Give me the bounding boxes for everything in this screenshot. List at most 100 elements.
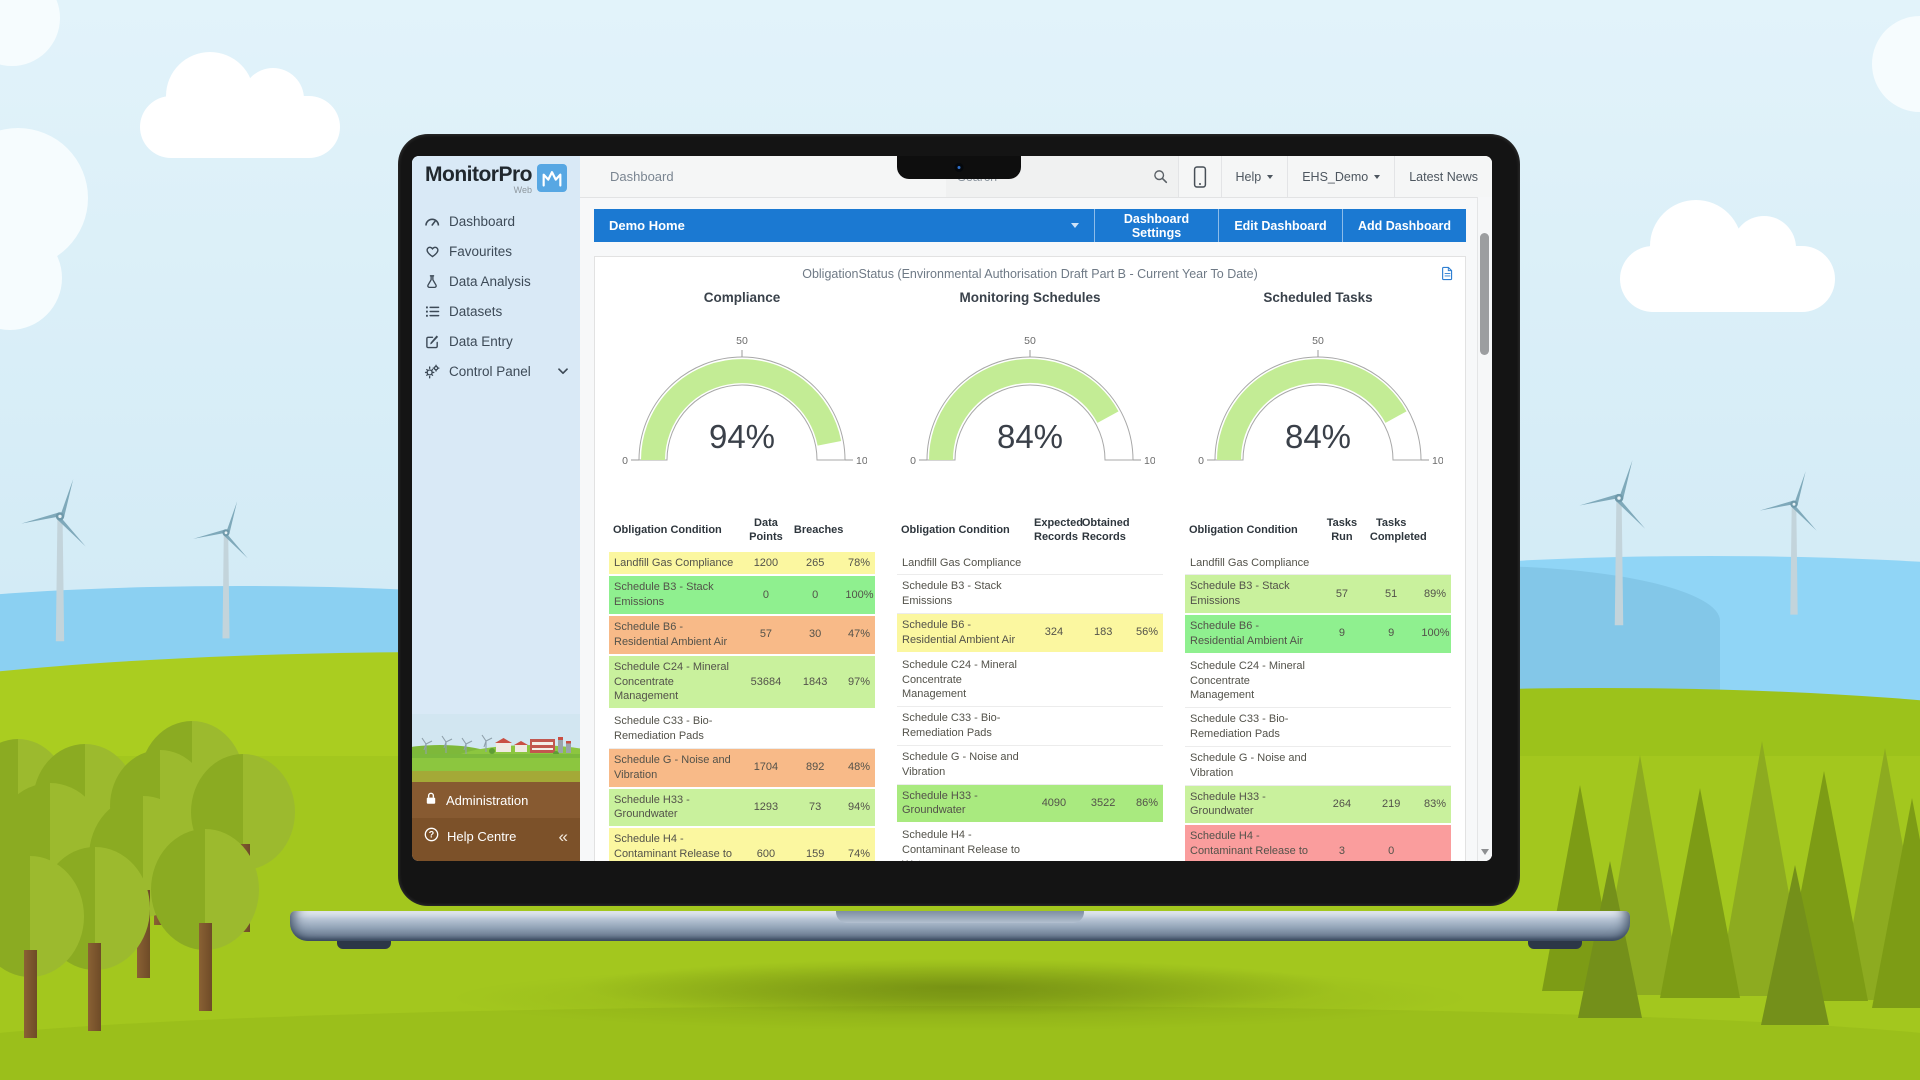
percent-cell [1416,707,1451,747]
dashboard-selector[interactable]: Demo Home [594,209,1094,242]
logo-sub-text: Web [513,185,532,196]
table-header-row: Obligation Condition Data Points Breache… [609,515,875,552]
pencil-square-icon [424,333,440,349]
dashboard-settings-button[interactable]: Dashboard Settings [1094,209,1218,242]
value-cell [1030,574,1078,615]
cloud [140,52,340,158]
panel-column-scheduled-tasks: Scheduled Tasks 50 0 100 84% Obligation … [1185,290,1451,861]
sidebar-item-control-panel[interactable]: Control Panel [412,356,580,386]
sidebar-item-data-entry[interactable]: Data Entry [412,326,580,356]
value-cell [1318,653,1366,709]
value-cell: 265 [789,551,841,577]
sidebar-item-datasets[interactable]: Datasets [412,296,580,326]
percent-cell [1416,746,1451,786]
sidebar-item-data-analysis[interactable]: Data Analysis [412,266,580,296]
cloud [1620,200,1835,312]
app-window: MonitorPro Web Dashboard Favourites Data A… [412,156,1492,861]
sidebar-item-favourites[interactable]: Favourites [412,236,580,266]
scrollbar-track[interactable] [1477,197,1492,861]
table-row: Schedule H4 - Contaminant Release to Wat… [1185,824,1451,861]
add-dashboard-button[interactable]: Add Dashboard [1342,209,1466,242]
main-area: Dashboard [580,156,1492,861]
value-cell [1365,746,1417,786]
svg-text:?: ? [429,830,434,840]
table-row: Schedule C24 - Mineral Concentrate Manag… [897,652,1163,708]
column-header: Data Points [749,517,783,543]
obligation-condition-cell: Landfill Gas Compliance [609,551,742,577]
gauge-tick-label: 0 [910,455,916,467]
content-area: Demo Home Dashboard Settings Edit Dashboa… [580,198,1492,861]
laptop-screen: MonitorPro Web Dashboard Favourites Data A… [398,134,1520,906]
list-icon [424,303,440,319]
export-report-icon[interactable] [1441,265,1454,287]
topnav-item-help[interactable]: Help [1222,156,1288,197]
sidebar-item-label: Administration [446,792,529,808]
dashboard-bar: Demo Home Dashboard Settings Edit Dashboa… [594,209,1466,242]
divider [1177,156,1179,197]
value-cell: 1293 [742,787,790,829]
value-cell [1030,823,1078,861]
gauge-tick-label: 50 [736,335,748,347]
scrollbar-thumb[interactable] [1480,233,1489,355]
sidebar-item-help-centre[interactable]: ? Help Centre « [412,818,580,861]
gauge-monitoring-schedules: 50 0 100 84% [910,335,1155,467]
percent-cell [1128,574,1163,615]
value-cell: 1843 [789,654,841,711]
panel-columns: Compliance 50 0 100 94% Obligation Condi… [609,290,1451,861]
percent-cell: 100% [840,575,875,617]
percent-cell [1416,824,1451,861]
obligation-condition-cell: Schedule B3 - Stack Emissions [897,574,1030,615]
value-cell: 4090 [1030,784,1078,825]
value-cell [1365,707,1417,747]
laptop-base [290,911,1630,941]
sidebar-item-administration[interactable]: Administration [412,782,580,818]
gauge-tick-label: 50 [1024,335,1036,347]
table-row: Schedule B3 - Stack Emissions 0 0 100% [609,575,875,617]
table-row: Landfill Gas Compliance [897,551,1163,576]
wind-turbine [182,478,270,658]
mobile-phone-icon [1193,165,1207,188]
flask-icon [424,273,440,289]
scrollbar-down-arrow[interactable] [1481,849,1489,855]
gauge-tick-label: 100 [856,455,867,467]
illustration-olive-strip [412,771,580,782]
value-cell: 57 [1318,574,1366,616]
value-cell [789,709,841,749]
chevron-down-icon [1071,223,1079,228]
collapse-sidebar-button[interactable]: « [558,826,568,846]
obligation-condition-cell: Schedule H33 - Groundwater [609,787,742,829]
value-cell [1318,746,1366,786]
search-icon[interactable] [1153,169,1168,184]
table-row: Schedule B3 - Stack Emissions 57 51 89% [1185,574,1451,616]
percent-cell: 100% [1416,614,1451,655]
obligation-condition-cell: Schedule C33 - Bio-Remediation Pads [609,709,742,749]
obligation-condition-cell: Schedule G - Noise and Vibration [897,745,1030,785]
gauge-compliance: 50 0 100 94% [622,335,867,467]
obligation-condition-cell: Schedule C33 - Bio-Remediation Pads [897,706,1030,746]
value-cell [1077,823,1129,861]
percent-cell: 86% [1128,784,1163,825]
mobile-app-button[interactable] [1179,156,1221,197]
gauge-tick-label: 0 [622,455,628,467]
table-scheduled-tasks: Obligation Condition Tasks Run Tasks Com… [1185,515,1451,861]
topnav-item-latest-news[interactable]: Latest News [1395,156,1492,197]
sidebar-item-label: Favourites [449,243,513,259]
gauge-tick-label: 100 [1144,455,1155,467]
sidebar-item-dashboard[interactable]: Dashboard [412,206,580,236]
edit-dashboard-button[interactable]: Edit Dashboard [1218,209,1342,242]
lock-icon [424,791,438,809]
table-header-row: Obligation Condition Expected Records Ob… [897,515,1163,552]
obligation-condition-cell: Schedule H4 - Contaminant Release to Wat… [897,823,1030,861]
table-header-row: Obligation Condition Tasks Run Tasks Com… [1185,515,1451,552]
table-row: Schedule C33 - Bio-Remediation Pads [1185,707,1451,747]
illustration-green-strip [412,758,580,771]
percent-cell [1128,551,1163,576]
percent-cell [1128,745,1163,785]
laptop-shadow [430,948,1490,1026]
table-row: Schedule H33 - Groundwater 1293 73 94% [609,787,875,829]
obligation-condition-cell: Schedule C24 - Mineral Concentrate Manag… [897,652,1030,708]
topnav-item-ehs-demo[interactable]: EHS_Demo [1288,156,1394,197]
panel-title: ObligationStatus (Environmental Authoris… [802,267,1258,281]
app-logo: MonitorPro Web [412,156,580,202]
sidebar-item-label: Data Entry [449,333,513,349]
